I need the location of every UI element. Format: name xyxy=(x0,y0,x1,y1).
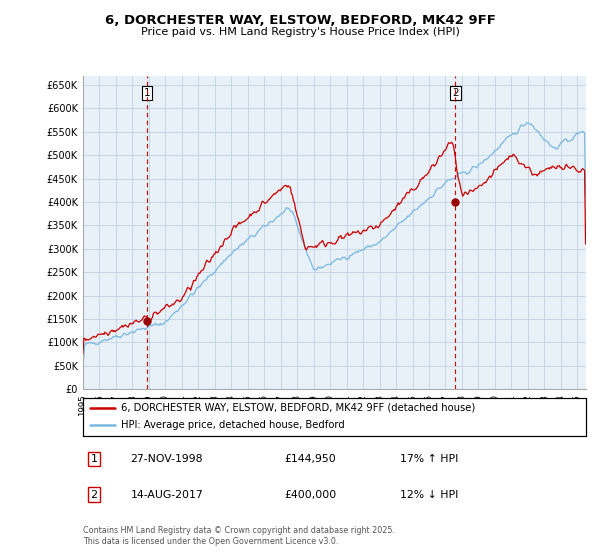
Text: 17% ↑ HPI: 17% ↑ HPI xyxy=(400,454,458,464)
Text: 2: 2 xyxy=(90,489,97,500)
Text: Contains HM Land Registry data © Crown copyright and database right 2025.
This d: Contains HM Land Registry data © Crown c… xyxy=(83,526,395,546)
Text: Price paid vs. HM Land Registry's House Price Index (HPI): Price paid vs. HM Land Registry's House … xyxy=(140,27,460,38)
Text: HPI: Average price, detached house, Bedford: HPI: Average price, detached house, Bedf… xyxy=(121,421,344,431)
Text: 1: 1 xyxy=(144,88,151,98)
Text: £144,950: £144,950 xyxy=(284,454,335,464)
Text: 6, DORCHESTER WAY, ELSTOW, BEDFORD, MK42 9FF: 6, DORCHESTER WAY, ELSTOW, BEDFORD, MK42… xyxy=(104,14,496,27)
Text: 14-AUG-2017: 14-AUG-2017 xyxy=(131,489,203,500)
Text: 6, DORCHESTER WAY, ELSTOW, BEDFORD, MK42 9FF (detached house): 6, DORCHESTER WAY, ELSTOW, BEDFORD, MK42… xyxy=(121,403,475,413)
Text: 12% ↓ HPI: 12% ↓ HPI xyxy=(400,489,458,500)
Text: £400,000: £400,000 xyxy=(284,489,336,500)
Text: 1: 1 xyxy=(91,454,97,464)
Text: 2: 2 xyxy=(452,88,458,98)
Text: 27-NOV-1998: 27-NOV-1998 xyxy=(131,454,203,464)
